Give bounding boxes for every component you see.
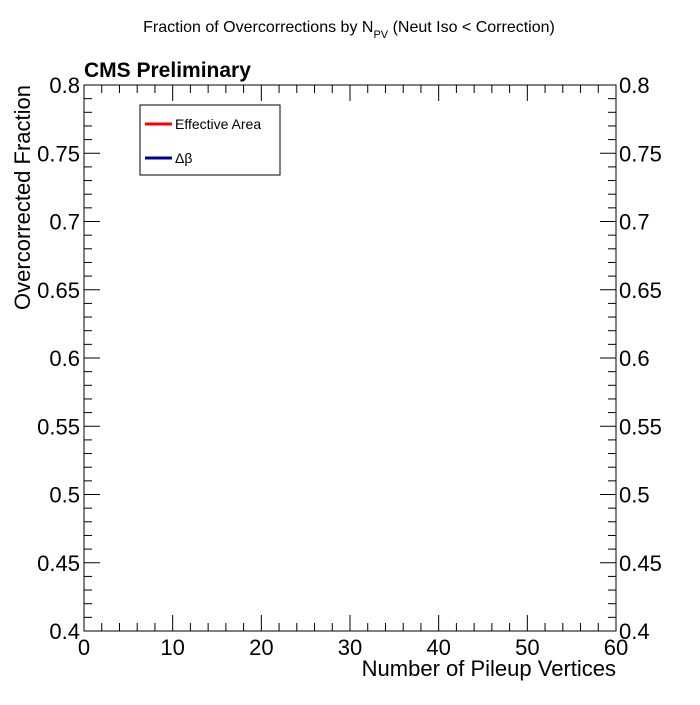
y-tick-label-left: 0.55 — [37, 414, 80, 439]
y-axis-label: Overcorrected Fraction — [10, 85, 35, 310]
cms-label: CMS Preliminary — [84, 59, 251, 82]
x-axis-label: Number of Pileup Vertices — [362, 656, 616, 681]
y-tick-label-left: 0.75 — [37, 141, 80, 166]
y-tick-label-right: 0.75 — [619, 141, 662, 166]
x-axis-tick-labels: 0 10 20 30 40 50 60 — [78, 635, 628, 660]
y-tick-label-right: 0.45 — [619, 551, 662, 576]
y-axis-ticks — [84, 84, 616, 632]
x-tick-label: 20 — [249, 635, 273, 660]
y-tick-label-left: 0.7 — [49, 210, 80, 235]
y-tick-label-left: 0.65 — [37, 278, 80, 303]
y-tick-label-right: 0.8 — [619, 73, 650, 98]
x-tick-label: 40 — [426, 635, 450, 660]
chart-title: Fraction of Overcorrections by NPV (Neut… — [143, 19, 555, 41]
x-axis-ticks — [83, 85, 617, 631]
y-tick-label-right: 0.7 — [619, 210, 650, 235]
legend-label-delta-beta: Δβ — [175, 150, 192, 166]
y-axis-tick-labels-right: 0.4 0.45 0.5 0.55 0.6 0.65 0.7 0.75 0.8 — [619, 73, 662, 644]
y-axis-tick-labels-left: 0.4 0.45 0.5 0.55 0.6 0.65 0.7 0.75 0.8 — [37, 73, 80, 644]
x-tick-label: 30 — [338, 635, 362, 660]
x-tick-label: 10 — [160, 635, 184, 660]
y-tick-label-left: 0.5 — [49, 483, 80, 508]
legend: Effective Area Δβ — [139, 104, 281, 176]
y-tick-label-left: 0.4 — [49, 619, 80, 644]
y-tick-label-right: 0.5 — [619, 483, 650, 508]
legend-box — [139, 104, 281, 176]
y-tick-label-right: 0.4 — [619, 619, 650, 644]
y-tick-label-right: 0.6 — [619, 346, 650, 371]
chart-title-main: Fraction of Overcorrections by N — [143, 19, 373, 36]
y-tick-label-left: 0.8 — [49, 73, 80, 98]
x-tick-label: 0 — [78, 635, 90, 660]
y-tick-label-left: 0.45 — [37, 551, 80, 576]
chart-title-tail: (Neut Iso < Correction) — [388, 19, 555, 36]
x-tick-label: 60 — [604, 635, 628, 660]
y-tick-label-left: 0.6 — [49, 346, 80, 371]
y-tick-label-right: 0.55 — [619, 414, 662, 439]
chart-title-subscript: PV — [373, 29, 388, 41]
x-tick-label: 50 — [515, 635, 539, 660]
y-tick-label-right: 0.65 — [619, 278, 662, 303]
legend-label-effective-area: Effective Area — [175, 116, 261, 132]
